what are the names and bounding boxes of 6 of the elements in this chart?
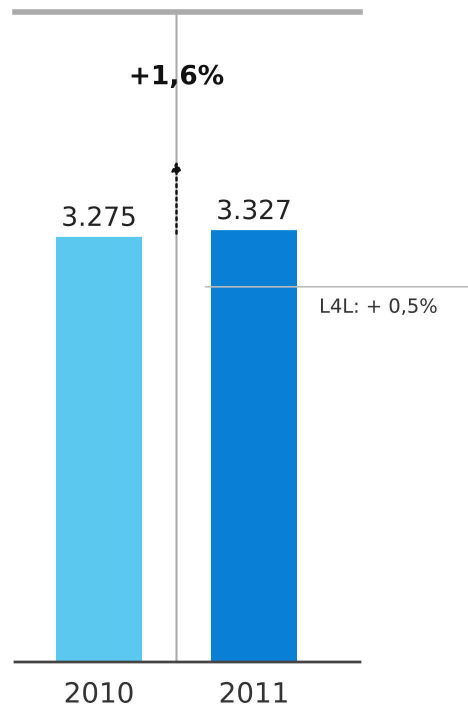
data-label: 3.275 (63, 206, 134, 226)
text: +1,6% (132, 64, 224, 88)
x-tick-label: 2010 (66, 682, 133, 703)
data-label: 3.327 (218, 199, 290, 220)
x-tick-label: 2011 (220, 682, 287, 703)
ref-line-label: L4L: + 0,5% (320, 298, 437, 315)
